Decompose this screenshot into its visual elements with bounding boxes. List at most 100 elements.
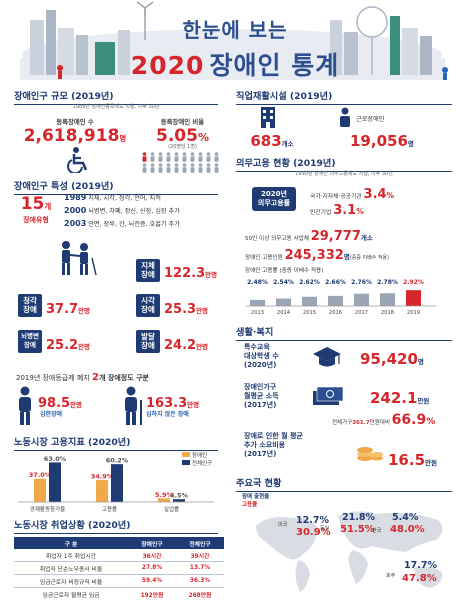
person-icon bbox=[190, 152, 195, 156]
ratio-note: (20명당 1명) bbox=[168, 144, 197, 150]
rate-year-label: 2018 bbox=[381, 310, 394, 316]
quota-subtitle: 1990년 장애인 의무고용제도 시행, 이후 30년 bbox=[295, 171, 393, 177]
badge-visual: 시각 장애 bbox=[136, 294, 160, 317]
person-icon bbox=[206, 167, 211, 173]
person-severe-icon bbox=[19, 386, 31, 425]
country-label-usa: 미국 bbox=[278, 522, 288, 528]
person-icon bbox=[206, 163, 211, 167]
person-icon bbox=[158, 167, 163, 173]
world-legend: 장애 출현율 고용률 bbox=[242, 493, 269, 509]
special-ed-stat: 95,420명 bbox=[360, 350, 424, 368]
section-heading-vocational: 직업재활시설 (2019년) bbox=[236, 88, 452, 105]
person-icon bbox=[190, 167, 195, 173]
employment-rate-bars: 2.48% 2013 2.54% 2014 2.62% 2015 2.66% 2016 2.76… bbox=[246, 279, 436, 316]
money-icon bbox=[313, 386, 344, 405]
person-icon bbox=[158, 163, 163, 167]
type-history-list: 1989 지체, 시각, 청각, 언어, 지적 2000 뇌병변, 자폐, 정신… bbox=[64, 193, 224, 228]
rate-year-label: 2014 bbox=[277, 310, 291, 316]
rate-usa: 12.7% bbox=[296, 515, 329, 526]
quota-private: 민간기업 3.1% bbox=[310, 203, 364, 218]
country-label-korea: 한국 bbox=[372, 528, 382, 534]
chart-bar bbox=[158, 498, 170, 502]
person-icon bbox=[182, 163, 187, 167]
chart-bar bbox=[96, 480, 108, 502]
chart-category-label: 실업률 bbox=[164, 505, 179, 513]
people-grid-icon bbox=[142, 152, 219, 173]
quota-firms: 50인 이상 의무고용 사업체 29,777개소 bbox=[245, 229, 373, 244]
person-icon bbox=[214, 152, 219, 156]
section-heading-labor: 노동시장 고용지표 (2020년) bbox=[14, 434, 218, 451]
person-icon bbox=[158, 152, 163, 156]
rate-value-label: 2.66% bbox=[325, 279, 346, 286]
stat-physical: 122.3만명 bbox=[164, 266, 218, 281]
rate-australia: 17.7% bbox=[404, 560, 437, 571]
extra-cost-label: 장애로 인한 월 평균 추가 소요비용 (2017년) bbox=[244, 432, 303, 458]
quota-rate-box: 2020년 의무고용률 bbox=[252, 187, 296, 211]
city-skyline-illustration bbox=[0, 0, 465, 86]
chart-value-label: 63.0% bbox=[44, 455, 67, 463]
rate-year-label: 2017 bbox=[355, 310, 368, 316]
worker-stat: 19,056명 bbox=[350, 132, 414, 150]
column-header: 전체인구 bbox=[175, 537, 224, 549]
severe-stat: 98.5만명 bbox=[38, 396, 83, 411]
title-line1: 한눈에 보는 bbox=[182, 18, 288, 42]
chart-value-label: 5.9% bbox=[155, 491, 174, 499]
coins-icon bbox=[357, 447, 383, 461]
stat-brain: 25.2만명 bbox=[46, 338, 91, 353]
rate-value-label: 2.76% bbox=[351, 279, 372, 286]
rate-year-label: 2015 bbox=[303, 310, 316, 316]
chart-bar bbox=[173, 499, 185, 502]
person-icon bbox=[158, 156, 163, 162]
person-icon bbox=[174, 167, 179, 173]
mild-stat: 163.3만명 bbox=[146, 396, 200, 411]
chart-value-label: 4.5% bbox=[170, 492, 189, 500]
person-icon bbox=[214, 167, 219, 173]
income-label: 장애인가구 월평균 소득 (2017년) bbox=[244, 383, 279, 409]
person-icon bbox=[142, 152, 147, 156]
rate-bar bbox=[354, 293, 369, 306]
extra-cost-stat: 16.5만원 bbox=[388, 451, 437, 469]
types-label: 장애유형 bbox=[23, 216, 49, 224]
legend-total: 전체인구 bbox=[182, 460, 212, 468]
grade-abolition-text: 2019년 장애등급제 폐지 2개 장애정도 구분 bbox=[16, 372, 149, 383]
person-icon bbox=[190, 156, 195, 162]
rate-year-label: 2016 bbox=[329, 310, 342, 316]
rate-value-label: 2.92% bbox=[403, 279, 424, 286]
chart-value-label: 34.9% bbox=[91, 473, 114, 481]
person-icon bbox=[214, 163, 219, 167]
person-icon bbox=[174, 163, 179, 167]
legend-disabled: 장애인 bbox=[182, 452, 212, 460]
person-icon bbox=[190, 163, 195, 167]
person-icon bbox=[142, 163, 147, 167]
rate-bar bbox=[250, 299, 265, 306]
stat-visual: 25.3만명 bbox=[164, 302, 209, 317]
person-icon bbox=[166, 156, 171, 162]
person-icon bbox=[182, 152, 187, 156]
rate-value-label: 2.62% bbox=[299, 279, 320, 286]
assistance-icon bbox=[62, 241, 97, 276]
chart-bar bbox=[111, 464, 123, 502]
employment-table: 구 분 장애인구 전체인구 취업자 1주 취업시간 36시간 39시간 취업자 단순… bbox=[14, 537, 224, 600]
rate-year-label: 2013 bbox=[251, 310, 264, 316]
person-icon bbox=[150, 152, 155, 156]
section-heading-employment: 노동시장 취업상황 (2020년) bbox=[14, 517, 218, 534]
registered-stat: 2,618,918명 bbox=[10, 126, 140, 146]
person-icon bbox=[150, 167, 155, 173]
section-heading-world: 주요국 현황 bbox=[236, 475, 452, 492]
section-heading-quota: 의무고용 현황 (2019년) bbox=[236, 155, 452, 172]
country-label-germany: 독일 bbox=[320, 526, 330, 532]
ratio-label: 등록장애인 비율 bbox=[160, 118, 205, 126]
title-year: 2020 bbox=[130, 51, 205, 80]
rate-bar bbox=[380, 293, 395, 306]
registered-label: 등록장애인 수 bbox=[56, 118, 94, 126]
person-icon bbox=[150, 163, 155, 167]
registered-value: 2,618,918 bbox=[23, 126, 120, 146]
rate-bar bbox=[328, 295, 343, 306]
registered-unit: 명 bbox=[119, 134, 127, 143]
person-icon bbox=[150, 156, 155, 162]
rate-value-label: 2.78% bbox=[377, 279, 398, 286]
person-icon bbox=[206, 152, 211, 156]
header-banner: 한눈에 보는 2020 장애인 통계 bbox=[0, 0, 465, 86]
person-icon bbox=[198, 167, 203, 173]
emp-germany: 51.5% bbox=[340, 524, 375, 535]
